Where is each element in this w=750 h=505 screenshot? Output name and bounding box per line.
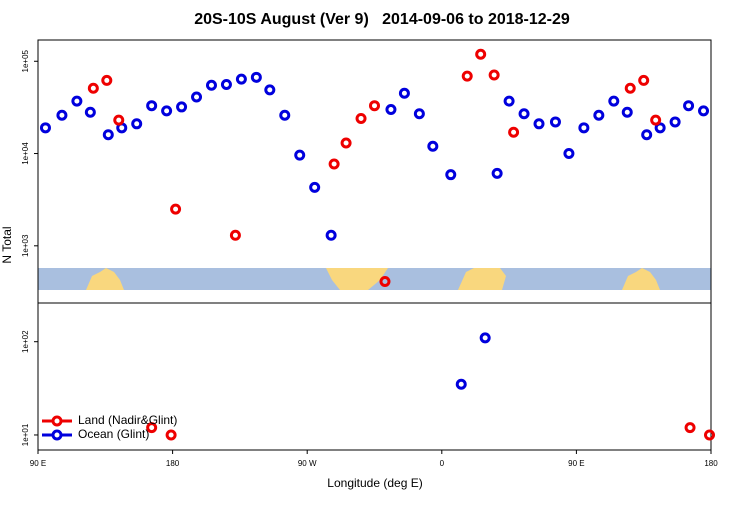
point bbox=[102, 129, 114, 141]
point bbox=[398, 87, 410, 99]
point bbox=[113, 114, 125, 126]
point bbox=[146, 100, 158, 112]
point bbox=[369, 100, 380, 112]
x-tick-label: 180 bbox=[166, 459, 180, 468]
point bbox=[684, 422, 696, 434]
point bbox=[264, 84, 276, 96]
point bbox=[445, 169, 457, 181]
point bbox=[131, 118, 143, 130]
legend-label: Land (Nadir&Glint) bbox=[78, 413, 177, 427]
point bbox=[698, 105, 710, 117]
point bbox=[518, 108, 530, 120]
y-tick-label: 1e+02 bbox=[21, 330, 30, 353]
point bbox=[479, 332, 491, 344]
point bbox=[87, 82, 99, 94]
legend-marker bbox=[51, 429, 63, 441]
x-axis-label: Longitude (deg E) bbox=[327, 476, 422, 490]
point bbox=[669, 116, 681, 128]
point bbox=[654, 122, 666, 134]
point bbox=[294, 149, 306, 161]
point bbox=[638, 74, 650, 86]
x-tick-label: 90 E bbox=[568, 459, 584, 468]
x-tick-label: 90 E bbox=[30, 459, 46, 468]
point bbox=[84, 106, 96, 118]
point bbox=[508, 126, 520, 138]
y-tick-label: 1e+01 bbox=[21, 423, 30, 446]
point bbox=[413, 108, 425, 120]
point bbox=[170, 203, 182, 215]
point bbox=[325, 229, 337, 241]
point bbox=[641, 129, 653, 141]
map-band bbox=[38, 268, 711, 290]
point bbox=[683, 100, 695, 112]
point bbox=[503, 95, 515, 107]
point bbox=[475, 48, 487, 60]
point bbox=[427, 140, 439, 152]
point bbox=[491, 167, 503, 179]
point bbox=[71, 95, 83, 107]
point bbox=[624, 82, 636, 94]
plot-frame bbox=[37, 302, 712, 451]
point bbox=[379, 276, 391, 288]
point bbox=[621, 106, 633, 118]
point bbox=[461, 70, 473, 82]
chart-title: 20S-10S August (Ver 9) 2014-09-06 to 201… bbox=[194, 11, 570, 28]
point bbox=[229, 229, 241, 241]
point bbox=[593, 109, 605, 121]
point bbox=[328, 158, 340, 170]
y-tick-label: 1e+03 bbox=[21, 234, 30, 257]
plot-frame bbox=[37, 39, 712, 304]
point bbox=[533, 118, 545, 130]
point bbox=[235, 73, 247, 85]
y-tick-label: 1e+05 bbox=[21, 49, 30, 72]
x-tick-label: 0 bbox=[440, 459, 445, 468]
point bbox=[165, 429, 177, 441]
point bbox=[355, 112, 367, 124]
point bbox=[608, 95, 620, 107]
point bbox=[39, 122, 51, 134]
point bbox=[279, 109, 291, 121]
y-axis-label: N Total bbox=[0, 226, 14, 263]
point bbox=[191, 91, 203, 103]
point bbox=[309, 181, 321, 193]
point bbox=[578, 122, 590, 134]
point bbox=[250, 71, 262, 83]
point bbox=[56, 109, 68, 121]
y-tick-label: 1e+04 bbox=[21, 142, 30, 165]
point bbox=[385, 104, 397, 116]
x-tick-label: 90 W bbox=[298, 459, 317, 468]
point bbox=[549, 116, 561, 128]
point bbox=[650, 114, 662, 126]
point bbox=[161, 105, 173, 117]
legend-label: Ocean (Glint) bbox=[78, 427, 149, 441]
point bbox=[205, 79, 217, 91]
legend-marker bbox=[51, 415, 63, 427]
point bbox=[704, 429, 716, 441]
point bbox=[340, 137, 352, 149]
point bbox=[220, 78, 232, 90]
point bbox=[101, 74, 113, 86]
point bbox=[488, 69, 500, 81]
x-tick-label: 180 bbox=[704, 459, 718, 468]
point bbox=[176, 101, 188, 113]
point bbox=[146, 422, 158, 434]
point bbox=[563, 148, 575, 160]
point bbox=[455, 378, 467, 390]
